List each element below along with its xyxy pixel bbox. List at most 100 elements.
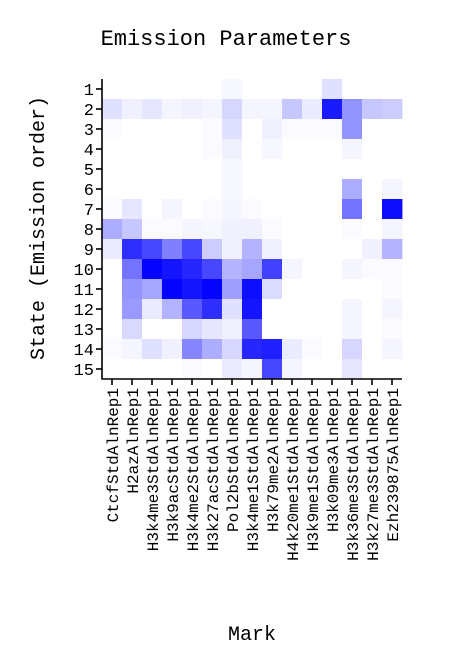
heatmap-cell-r11-c14 xyxy=(362,279,383,300)
heatmap-cell-r5-c1 xyxy=(102,159,123,180)
heatmap-cell-r2-c12 xyxy=(322,99,343,120)
heatmap-cell-r8-c8 xyxy=(242,219,263,240)
heatmap-cell-r9-c15 xyxy=(382,239,403,260)
heatmap-cell-r4-c15 xyxy=(382,139,403,160)
heatmap-cell-r13-c10 xyxy=(282,319,303,340)
heatmap-cell-r8-c11 xyxy=(302,219,323,240)
row-label-11: 11 xyxy=(74,282,94,301)
heatmap-cell-r2-c5 xyxy=(182,99,203,120)
row-label-13: 13 xyxy=(74,322,94,341)
heatmap-cell-r14-c3 xyxy=(142,339,163,360)
heatmap-cell-r1-c6 xyxy=(202,79,223,100)
heatmap-cell-r12-c12 xyxy=(322,299,343,320)
row-label-5: 5 xyxy=(84,162,94,181)
heatmap-cell-r12-c14 xyxy=(362,299,383,320)
heatmap-cell-r15-c15 xyxy=(382,359,403,380)
heatmap-cell-r3-c10 xyxy=(282,119,303,140)
heatmap-cell-r2-c7 xyxy=(222,99,243,120)
heatmap-cell-r9-c4 xyxy=(162,239,183,260)
heatmap-cell-r9-c10 xyxy=(282,239,303,260)
heatmap-cell-r12-c2 xyxy=(122,299,143,320)
heatmap-cell-r3-c2 xyxy=(122,119,143,140)
heatmap-cell-r10-c14 xyxy=(362,259,383,280)
heatmap-cell-r15-c10 xyxy=(282,359,303,380)
heatmap-cell-r2-c8 xyxy=(242,99,263,120)
heatmap-cell-r3-c5 xyxy=(182,119,203,140)
heatmap-cell-r1-c8 xyxy=(242,79,263,100)
heatmap-cell-r1-c12 xyxy=(322,79,343,100)
heatmap-cell-r1-c14 xyxy=(362,79,383,100)
heatmap-cell-r15-c9 xyxy=(262,359,283,380)
heatmap-cell-r10-c3 xyxy=(142,259,163,280)
heatmap-cell-r14-c4 xyxy=(162,339,183,360)
chart-title: Emission Parameters xyxy=(101,27,352,52)
heatmap-cell-r12-c13 xyxy=(342,299,363,320)
heatmap-cell-r14-c6 xyxy=(202,339,223,360)
column-label-4: H3k9acStdAlnRep1 xyxy=(165,388,183,542)
heatmap-cell-r10-c15 xyxy=(382,259,403,280)
heatmap-cell-r8-c10 xyxy=(282,219,303,240)
heatmap-cell-r10-c11 xyxy=(302,259,323,280)
heatmap-cell-r1-c15 xyxy=(382,79,403,100)
heatmap-cell-r3-c8 xyxy=(242,119,263,140)
heatmap-cell-r13-c4 xyxy=(162,319,183,340)
heatmap-cell-r11-c4 xyxy=(162,279,183,300)
column-label-9: H3k79me2AlnRep1 xyxy=(265,388,283,532)
column-label-15: Ezh239875AlnRep1 xyxy=(385,388,403,542)
heatmap-cell-r2-c2 xyxy=(122,99,143,120)
row-label-7: 7 xyxy=(84,202,94,221)
column-label-7: Pol2bStdAlnRep1 xyxy=(225,388,243,532)
heatmap-cell-r10-c12 xyxy=(322,259,343,280)
heatmap-cell-r7-c3 xyxy=(142,199,163,220)
row-label-10: 10 xyxy=(74,262,94,281)
column-label-13: H3k36me3StdAlnRep1 xyxy=(345,388,363,561)
heatmap-cell-r5-c5 xyxy=(182,159,203,180)
heatmap-cell-r3-c14 xyxy=(362,119,383,140)
heatmap-cell-r2-c14 xyxy=(362,99,383,120)
heatmap-cell-r8-c13 xyxy=(342,219,363,240)
heatmap-cell-r4-c7 xyxy=(222,139,243,160)
heatmap-cell-r12-c9 xyxy=(262,299,283,320)
heatmap-cell-r7-c8 xyxy=(242,199,263,220)
heatmap-cell-r7-c4 xyxy=(162,199,183,220)
heatmap-cell-r5-c2 xyxy=(122,159,143,180)
heatmap-cell-r2-c4 xyxy=(162,99,183,120)
heatmap-cell-r12-c11 xyxy=(302,299,323,320)
heatmap-cell-r7-c11 xyxy=(302,199,323,220)
heatmap-cell-r8-c5 xyxy=(182,219,203,240)
heatmap-cell-r6-c8 xyxy=(242,179,263,200)
heatmap-cell-r13-c9 xyxy=(262,319,283,340)
heatmap-cell-r13-c15 xyxy=(382,319,403,340)
row-label-15: 15 xyxy=(74,362,94,381)
column-label-2: H2azAlnRep1 xyxy=(125,388,143,494)
heatmap-cell-r10-c13 xyxy=(342,259,363,280)
heatmap-cell-r10-c1 xyxy=(102,259,123,280)
heatmap-cell-r9-c14 xyxy=(362,239,383,260)
heatmap-cell-r12-c4 xyxy=(162,299,183,320)
heatmap-cell-r4-c8 xyxy=(242,139,263,160)
heatmap-cell-r11-c10 xyxy=(282,279,303,300)
heatmap-cell-r8-c7 xyxy=(222,219,243,240)
heatmap-cell-r13-c3 xyxy=(142,319,163,340)
heatmap-cell-r7-c5 xyxy=(182,199,203,220)
heatmap-cell-r8-c4 xyxy=(162,219,183,240)
heatmap-cell-r3-c3 xyxy=(142,119,163,140)
heatmap-cell-r8-c6 xyxy=(202,219,223,240)
heatmap-cell-r4-c13 xyxy=(342,139,363,160)
column-tick-labels: CtcfStdAlnRep1 H2azAlnRep1 H3k4me3StdAlnRe… xyxy=(105,388,403,561)
heatmap-cell-r13-c12 xyxy=(322,319,343,340)
heatmap-cell-r11-c1 xyxy=(102,279,123,300)
heatmap-cell-r13-c13 xyxy=(342,319,363,340)
heatmap-cell-r13-c2 xyxy=(122,319,143,340)
heatmap-cell-r8-c15 xyxy=(382,219,403,240)
column-label-5: H3k4me2StdAlnRep1 xyxy=(185,388,203,551)
heatmap-cell-r1-c13 xyxy=(342,79,363,100)
heatmap-cell-r2-c6 xyxy=(202,99,223,120)
heatmap-cell-r9-c6 xyxy=(202,239,223,260)
heatmap-cell-r11-c13 xyxy=(342,279,363,300)
heatmap-cell-r10-c9 xyxy=(262,259,283,280)
heatmap-cell-r12-c1 xyxy=(102,299,123,320)
heatmap-cell-r1-c5 xyxy=(182,79,203,100)
